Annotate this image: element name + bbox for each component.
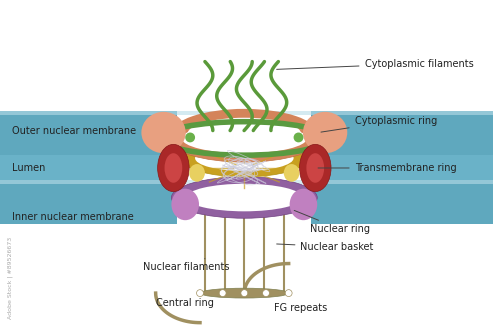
Circle shape bbox=[285, 290, 292, 297]
Text: Cytoplasmic filaments: Cytoplasmic filaments bbox=[276, 58, 473, 69]
Bar bbox=[312, 155, 492, 180]
Ellipse shape bbox=[189, 164, 205, 182]
Ellipse shape bbox=[180, 139, 308, 177]
Text: Lumen: Lumen bbox=[12, 163, 45, 173]
Ellipse shape bbox=[172, 109, 317, 158]
Text: Transmembrane ring: Transmembrane ring bbox=[318, 163, 456, 173]
Text: Nuclear basket: Nuclear basket bbox=[276, 242, 374, 252]
Ellipse shape bbox=[172, 177, 317, 218]
Bar bbox=[0, 111, 178, 155]
Ellipse shape bbox=[195, 145, 294, 171]
Text: Central ring: Central ring bbox=[156, 298, 214, 308]
Ellipse shape bbox=[200, 288, 288, 298]
Ellipse shape bbox=[188, 118, 301, 149]
Text: Nuclear ring: Nuclear ring bbox=[294, 210, 370, 234]
Bar bbox=[0, 180, 492, 184]
Ellipse shape bbox=[300, 144, 331, 192]
Ellipse shape bbox=[182, 124, 307, 153]
Ellipse shape bbox=[142, 112, 186, 153]
Ellipse shape bbox=[290, 189, 317, 220]
Ellipse shape bbox=[164, 153, 182, 183]
Ellipse shape bbox=[306, 153, 324, 183]
Circle shape bbox=[219, 290, 226, 297]
Ellipse shape bbox=[186, 184, 302, 211]
Text: FG repeats: FG repeats bbox=[274, 303, 327, 313]
Ellipse shape bbox=[168, 115, 320, 162]
Ellipse shape bbox=[284, 164, 300, 182]
Circle shape bbox=[185, 133, 195, 142]
Text: Adobe Stock | #89526673: Adobe Stock | #89526673 bbox=[8, 237, 14, 319]
Bar bbox=[0, 180, 178, 224]
Bar bbox=[312, 111, 492, 155]
Text: Outer nuclear membrane: Outer nuclear membrane bbox=[12, 126, 136, 136]
Ellipse shape bbox=[303, 112, 348, 153]
Ellipse shape bbox=[158, 144, 189, 192]
Bar bbox=[0, 155, 178, 180]
Bar bbox=[0, 111, 492, 115]
Circle shape bbox=[196, 290, 203, 297]
Circle shape bbox=[294, 133, 304, 142]
Bar bbox=[312, 180, 492, 224]
Text: Nuclear filaments: Nuclear filaments bbox=[143, 259, 230, 272]
Text: Cytoplasmic ring: Cytoplasmic ring bbox=[321, 116, 437, 132]
Ellipse shape bbox=[162, 122, 327, 155]
Text: Inner nuclear membrane: Inner nuclear membrane bbox=[12, 212, 134, 222]
Circle shape bbox=[262, 290, 270, 297]
Ellipse shape bbox=[172, 189, 199, 220]
Circle shape bbox=[241, 290, 248, 297]
Ellipse shape bbox=[172, 128, 317, 149]
